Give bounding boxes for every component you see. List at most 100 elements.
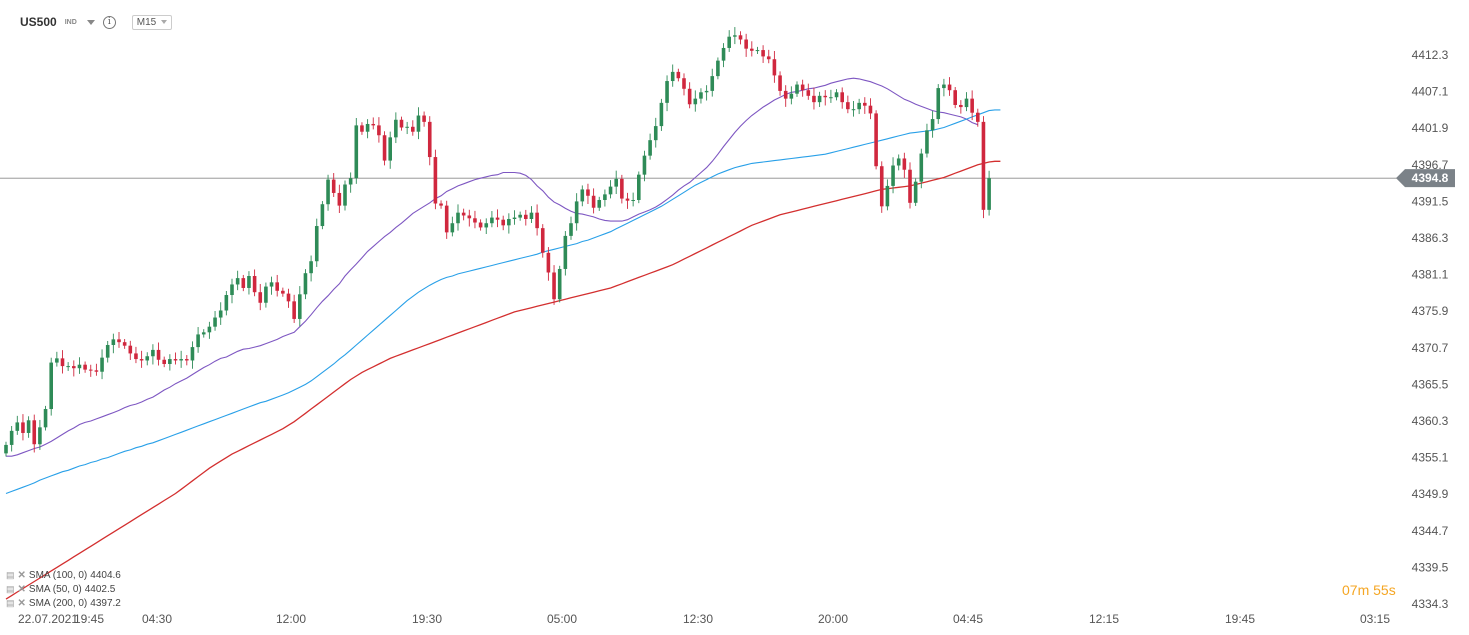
candle[interactable] (394, 112, 398, 144)
candle[interactable] (405, 121, 409, 135)
candle[interactable] (535, 204, 539, 236)
settings-icon[interactable]: ▤ (6, 597, 15, 608)
candle[interactable] (710, 68, 715, 97)
candle[interactable] (546, 247, 551, 281)
candle[interactable] (201, 329, 206, 338)
candle[interactable] (348, 172, 353, 193)
candle[interactable] (648, 133, 652, 160)
candle[interactable] (863, 97, 867, 114)
candle[interactable] (552, 265, 556, 305)
candle[interactable] (190, 341, 195, 369)
remove-icon[interactable]: ✕ (17, 583, 26, 595)
candle[interactable] (721, 43, 726, 68)
candle[interactable] (676, 68, 681, 82)
remove-icon[interactable]: ✕ (17, 597, 26, 609)
candle[interactable] (829, 89, 833, 103)
candle[interactable] (145, 352, 150, 366)
candle[interactable] (603, 189, 607, 207)
candle[interactable] (891, 157, 895, 194)
candle[interactable] (789, 86, 794, 105)
candle[interactable] (580, 185, 585, 207)
candle[interactable] (433, 149, 438, 210)
candle[interactable] (281, 287, 285, 297)
candle[interactable] (371, 117, 376, 130)
candle[interactable] (230, 278, 234, 304)
candle[interactable] (15, 415, 20, 435)
candle[interactable] (704, 85, 709, 101)
candle[interactable] (524, 209, 528, 226)
candle[interactable] (43, 405, 48, 431)
candle[interactable] (665, 75, 669, 112)
candle[interactable] (908, 162, 912, 209)
candle[interactable] (540, 224, 545, 258)
candle[interactable] (258, 283, 263, 311)
candle[interactable] (94, 363, 99, 376)
candle[interactable] (4, 441, 8, 457)
candle[interactable] (77, 357, 82, 374)
candle[interactable] (846, 95, 850, 114)
candle[interactable] (286, 288, 291, 308)
candle[interactable] (817, 91, 822, 108)
candle[interactable] (411, 120, 415, 136)
candle[interactable] (896, 154, 901, 171)
candle[interactable] (9, 425, 14, 452)
candle[interactable] (919, 148, 924, 189)
candle[interactable] (478, 219, 483, 231)
candle[interactable] (631, 192, 635, 207)
candle[interactable] (122, 339, 127, 349)
candle[interactable] (557, 265, 562, 303)
candle[interactable] (738, 31, 743, 45)
candle[interactable] (879, 161, 884, 213)
candle[interactable] (495, 209, 500, 228)
candle[interactable] (309, 255, 313, 282)
candle[interactable] (331, 173, 336, 197)
candle[interactable] (529, 206, 534, 224)
candle[interactable] (388, 131, 392, 169)
candle[interactable] (247, 271, 251, 295)
candle[interactable] (490, 211, 494, 228)
candle[interactable] (687, 82, 692, 109)
candle[interactable] (653, 117, 658, 148)
candle[interactable] (128, 340, 133, 360)
candle[interactable] (885, 179, 890, 211)
candle[interactable] (834, 89, 839, 101)
legend-item-sma-200[interactable]: ▤ ✕ SMA (200, 0) 4397.2 (6, 596, 121, 610)
candle[interactable] (399, 116, 404, 131)
candle[interactable] (750, 41, 754, 57)
candle[interactable] (439, 200, 443, 209)
candle[interactable] (139, 350, 144, 368)
candle[interactable] (586, 183, 590, 205)
candle[interactable] (337, 184, 342, 214)
candle[interactable] (196, 327, 200, 353)
candle[interactable] (360, 122, 364, 135)
candle[interactable] (563, 231, 568, 276)
candle[interactable] (314, 218, 319, 267)
candle[interactable] (55, 351, 59, 367)
price-axis[interactable]: 4412.3 4407.1 4401.9 4396.7 4391.5 4386.3 4381… (1412, 48, 1449, 611)
candle[interactable] (105, 340, 110, 363)
candle[interactable] (744, 33, 748, 57)
candle[interactable] (72, 360, 76, 377)
candle[interactable] (597, 196, 602, 211)
candle[interactable] (21, 414, 25, 441)
candle[interactable] (987, 170, 991, 216)
candle[interactable] (275, 274, 279, 297)
candle[interactable] (693, 90, 698, 112)
candle[interactable] (88, 364, 93, 377)
candle[interactable] (66, 362, 70, 371)
remove-icon[interactable]: ✕ (17, 569, 26, 581)
candle[interactable] (252, 269, 257, 297)
timeframe-selector[interactable]: M15 (131, 14, 173, 30)
candle[interactable] (461, 208, 466, 221)
candle[interactable] (851, 100, 856, 117)
candle[interactable] (427, 116, 432, 166)
candle[interactable] (614, 170, 618, 195)
info-icon[interactable]: i (102, 15, 116, 29)
candle[interactable] (642, 150, 647, 182)
candle[interactable] (778, 71, 782, 96)
candle[interactable] (766, 49, 771, 64)
candle[interactable] (857, 98, 861, 115)
candle[interactable] (976, 108, 980, 127)
candle[interactable] (151, 344, 155, 365)
candle[interactable] (608, 180, 613, 199)
